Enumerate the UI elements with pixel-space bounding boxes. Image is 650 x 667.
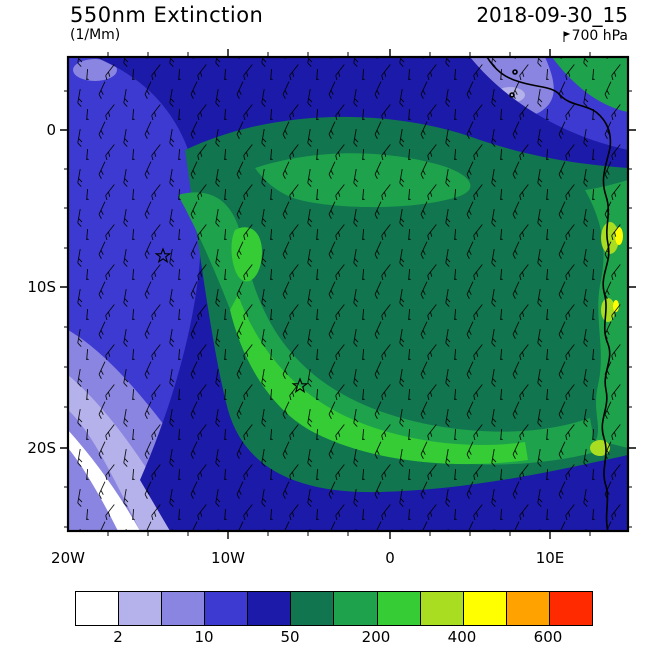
colorbar-cell xyxy=(377,592,421,625)
plot-level-label: 700 hPa xyxy=(571,28,628,44)
x-tick-label-20w: 20W xyxy=(51,549,85,567)
colorbar-label: 2 xyxy=(113,628,123,646)
colorbar-label: 200 xyxy=(361,628,391,646)
colorbar-cell xyxy=(205,592,249,625)
colorbar xyxy=(75,591,593,626)
colorbar-cell xyxy=(248,592,292,625)
colorbar-label: 400 xyxy=(447,628,477,646)
station-marker xyxy=(154,247,172,264)
colorbar-cell xyxy=(463,592,507,625)
colorbar-cell xyxy=(334,592,378,625)
axis-minor-ticks xyxy=(64,52,632,536)
plot-units: (1/Mm) xyxy=(70,27,121,43)
y-tick-label-20s: 20S xyxy=(27,439,56,457)
axis-major-ticks xyxy=(60,49,636,539)
colorbar-cell xyxy=(420,592,464,625)
colorbar-cell xyxy=(162,592,206,625)
colorbar-label: 600 xyxy=(533,628,563,646)
plot-level: 700 hPa xyxy=(559,28,628,44)
contour-fill-layer xyxy=(68,57,628,531)
island-outline xyxy=(509,92,515,98)
x-tick-label-10w: 10W xyxy=(211,549,245,567)
plot-datetime: 2018-09-30_15 xyxy=(476,3,628,27)
x-tick-label-10e: 10E xyxy=(535,549,565,567)
colorbar-label: 10 xyxy=(194,628,214,646)
colorbar-label: 50 xyxy=(280,628,300,646)
y-tick-label-10s: 10S xyxy=(27,278,56,296)
x-tick-label-0: 0 xyxy=(385,549,395,567)
colorbar-cell xyxy=(76,592,120,625)
colorbar-cell xyxy=(119,592,163,625)
coastline xyxy=(486,57,612,531)
colorbar-labels: 2 10 50 200 400 600 xyxy=(75,628,591,648)
colorbar-cell xyxy=(291,592,335,625)
plot-title: 550nm Extinction xyxy=(70,3,264,27)
colorbar-cell xyxy=(506,592,550,625)
station-marker xyxy=(291,377,309,394)
wind-barbs-overlay xyxy=(68,57,628,531)
colorbar-cell xyxy=(549,592,592,625)
island-outline xyxy=(512,69,518,75)
wind-barb-icon xyxy=(559,30,571,43)
y-tick-label-0: 0 xyxy=(46,121,56,139)
